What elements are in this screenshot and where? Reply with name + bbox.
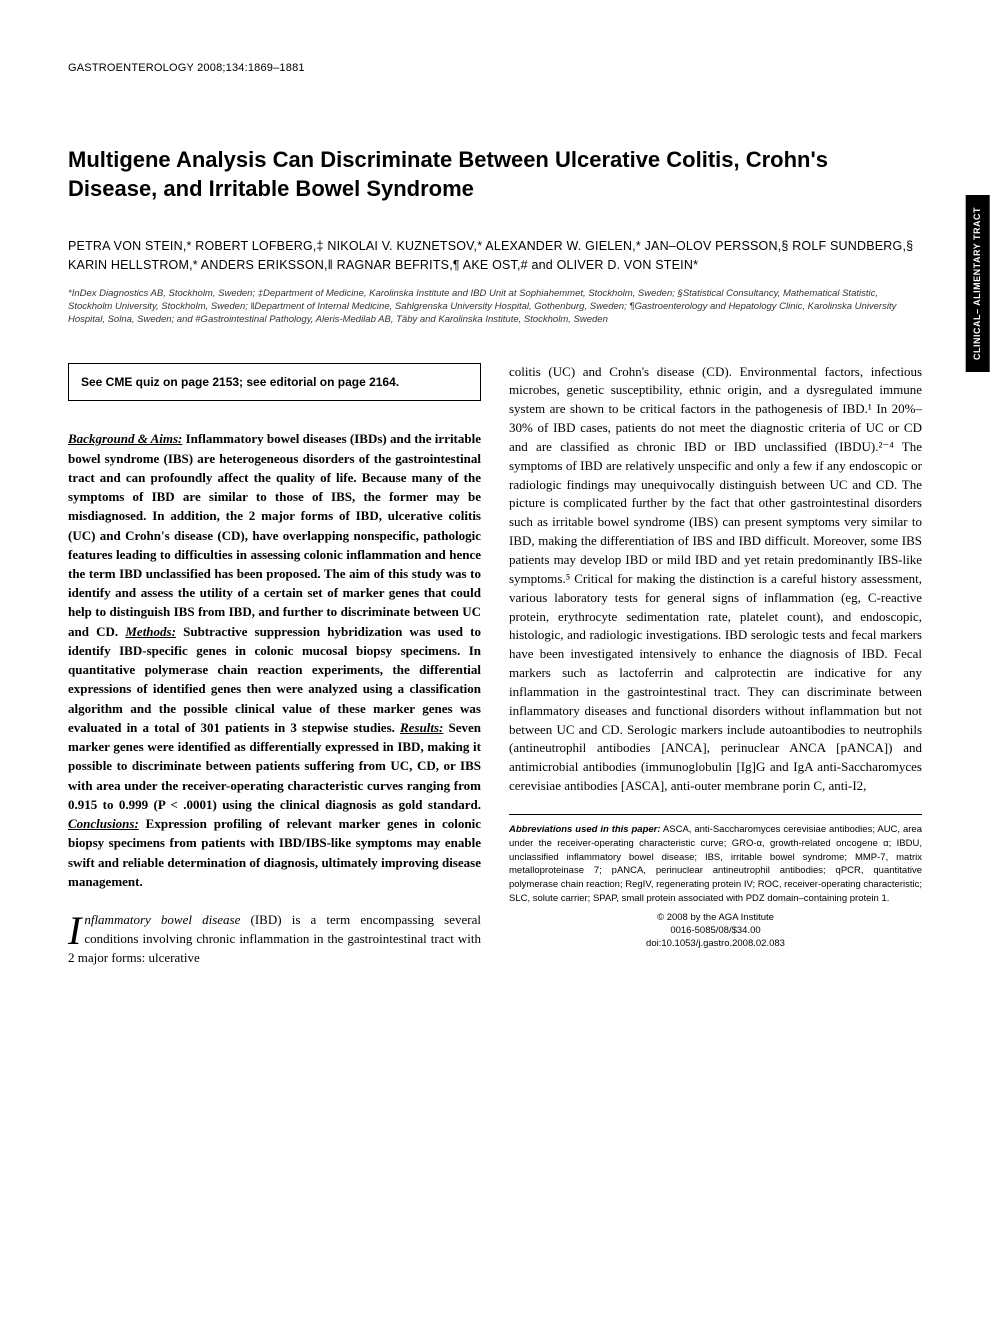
copyright-line: © 2008 by the AGA Institute xyxy=(509,911,922,924)
abstract-conclusions-label: Conclusions: xyxy=(68,816,139,831)
right-column: colitis (UC) and Crohn's disease (CD). E… xyxy=(509,363,922,968)
doi-line: doi:10.1053/j.gastro.2008.02.083 xyxy=(509,937,922,950)
section-side-tab: CLINICAL– ALIMENTARY TRACT xyxy=(966,195,990,372)
abstract-results-label: Results: xyxy=(400,720,443,735)
issn-line: 0016-5085/08/$34.00 xyxy=(509,924,922,937)
abbreviations-head: Abbreviations used in this paper: xyxy=(509,824,661,835)
authors-list: PETRA VON STEIN,* ROBERT LOFBERG,‡ NIKOL… xyxy=(68,237,922,275)
journal-header: GASTROENTEROLOGY 2008;134:1869–1881 xyxy=(68,62,922,74)
two-column-layout: See CME quiz on page 2153; see editorial… xyxy=(68,363,922,968)
intro-paragraph-right: colitis (UC) and Crohn's disease (CD). E… xyxy=(509,363,922,796)
abstract-methods-label: Methods: xyxy=(125,624,176,639)
cme-quiz-box: See CME quiz on page 2153; see editorial… xyxy=(68,363,481,402)
abstract: Background & Aims: Inflammatory bowel di… xyxy=(68,429,481,891)
publication-info: © 2008 by the AGA Institute 0016-5085/08… xyxy=(509,911,922,951)
dropcap: I xyxy=(68,911,84,948)
intro-paragraph-left: Inflammatory bowel disease (IBD) is a te… xyxy=(68,911,481,968)
left-column: See CME quiz on page 2153; see editorial… xyxy=(68,363,481,968)
affiliations: *InDex Diagnostics AB, Stockholm, Sweden… xyxy=(68,287,922,327)
intro-lead-word: nflammatory bowel disease xyxy=(84,912,240,927)
article-title: Multigene Analysis Can Discriminate Betw… xyxy=(68,146,922,203)
abstract-background-label: Background & Aims: xyxy=(68,431,182,446)
abstract-methods-text: Subtractive suppression hybridization wa… xyxy=(68,624,481,735)
abbreviations-body: ASCA, anti-Saccharomyces cerevisiae anti… xyxy=(509,824,922,904)
abstract-background-text: Inflammatory bowel diseases (IBDs) and t… xyxy=(68,431,481,638)
abbreviations-box: Abbreviations used in this paper: ASCA, … xyxy=(509,814,922,950)
